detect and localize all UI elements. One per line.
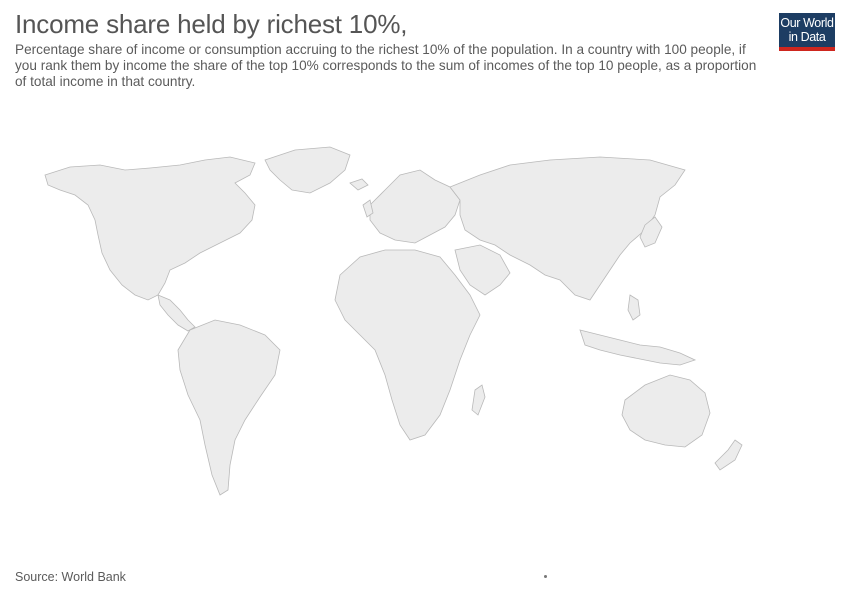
philippines-landmass[interactable] xyxy=(627,294,641,321)
indonesia-landmass[interactable] xyxy=(579,329,697,366)
europe-landmass[interactable] xyxy=(369,169,461,244)
japan-landmass[interactable] xyxy=(639,216,663,248)
owid-logo[interactable]: Our World in Data xyxy=(779,13,835,51)
madagascar-landmass[interactable] xyxy=(471,384,486,416)
logo-line-1: Our World xyxy=(780,16,834,30)
timeline-dot[interactable] xyxy=(544,575,547,578)
chart-title: Income share held by richest 10%, xyxy=(15,9,408,39)
world-map xyxy=(44,146,743,496)
asia-landmass[interactable] xyxy=(449,156,686,301)
greenland-landmass[interactable] xyxy=(264,146,351,194)
north-america-landmass[interactable] xyxy=(44,156,256,301)
chart-subtitle: Percentage share of income or consumptio… xyxy=(15,42,757,89)
arabia-landmass[interactable] xyxy=(454,244,511,296)
source-note: Source: World Bank xyxy=(15,570,126,584)
south-america-landmass[interactable] xyxy=(177,319,281,496)
central-america-landmass[interactable] xyxy=(157,294,196,332)
logo-accent-bar xyxy=(779,47,835,51)
new-zealand-landmass[interactable] xyxy=(714,439,743,471)
logo-line-2: in Data xyxy=(788,30,826,44)
iceland-landmass[interactable] xyxy=(349,178,369,191)
uk-landmass[interactable] xyxy=(362,199,374,218)
africa-landmass[interactable] xyxy=(334,249,481,441)
australia-landmass[interactable] xyxy=(621,374,711,448)
